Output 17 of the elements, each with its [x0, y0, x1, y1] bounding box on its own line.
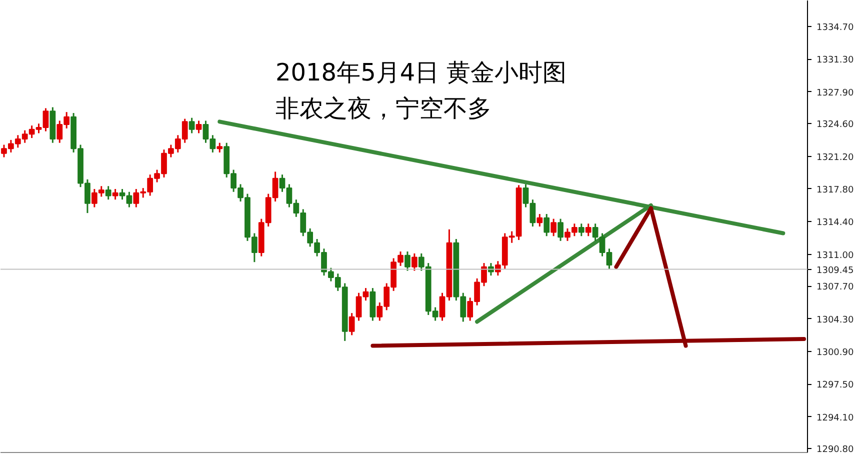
y-tick-label: 1307.70 [816, 282, 854, 293]
y-tick-label: 1331.30 [816, 56, 854, 66]
y-tick-label: 1334.70 [816, 22, 854, 33]
y-tick-label: 1297.50 [816, 380, 854, 391]
text: 2018年5月4日 黄金小时图 [276, 58, 567, 86]
y-tick-label: 1321.20 [816, 152, 854, 163]
y-tick-label: 1324.60 [816, 120, 854, 130]
y-tick-label: 1327.90 [816, 88, 854, 98]
y-tick-label: 1311.00 [816, 250, 854, 261]
y-tick-label: 1300.90 [816, 348, 854, 358]
ref-line-label: 1309.45 [816, 266, 854, 276]
y-tick-label: 1314.40 [816, 218, 854, 228]
y-tick-label: 1290.80 [816, 445, 854, 456]
y-tick-label: 1304.30 [816, 315, 854, 326]
y-tick-label: 1294.10 [816, 413, 854, 424]
y-tick-label: 1317.80 [816, 185, 854, 196]
text: 非农之夜，宁空不多 [276, 94, 492, 122]
